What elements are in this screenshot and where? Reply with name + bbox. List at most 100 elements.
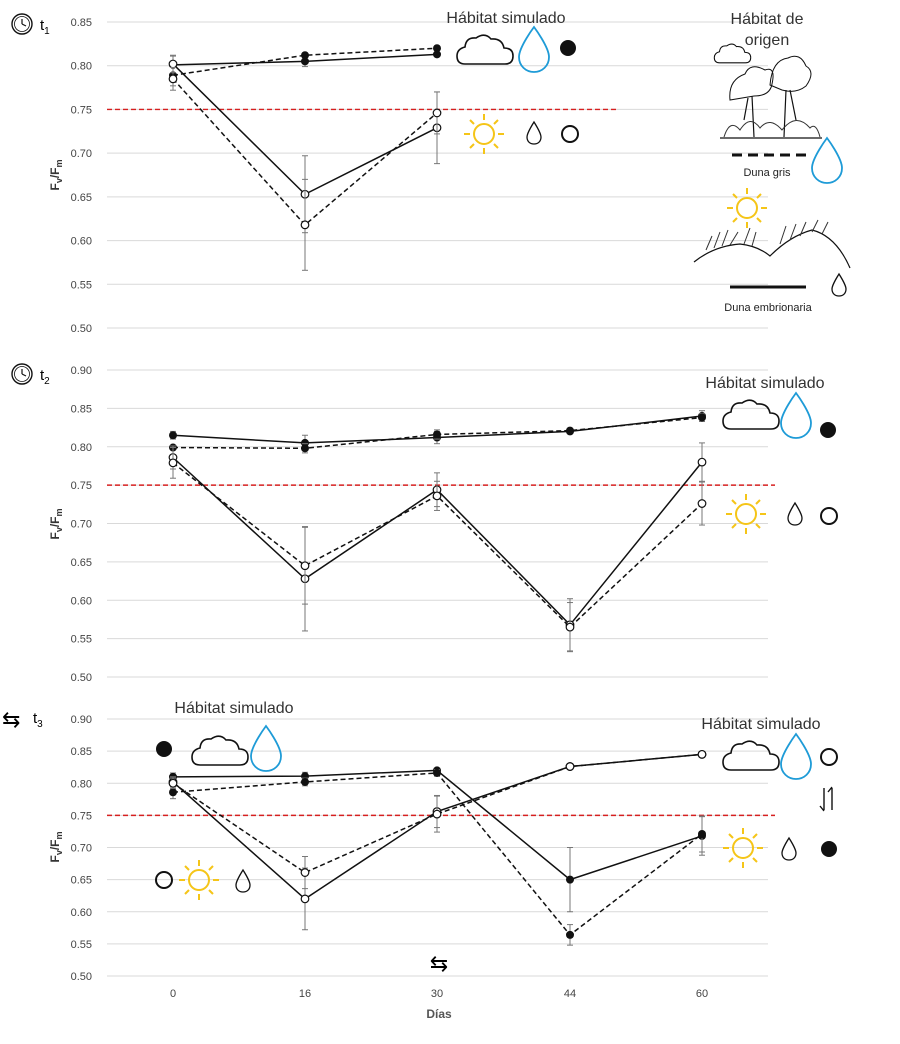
y-tick-label: 0.85: [71, 403, 92, 415]
cloud-icon: [722, 399, 780, 430]
cloud-icon: [722, 740, 780, 771]
series-line: [172, 753, 703, 874]
y-tick-label: 0.60: [71, 236, 92, 248]
small-drop-icon: [526, 121, 542, 145]
y-tick-label: 0.50: [71, 672, 92, 684]
data-point: [433, 430, 441, 439]
data-point: [432, 809, 442, 819]
x-tick-label: 0: [170, 988, 176, 1000]
water-drop-icon: [811, 137, 843, 184]
data-point: [698, 830, 706, 839]
series-line: [172, 47, 438, 77]
y-tick-label: 0.75: [71, 810, 92, 822]
simulated-habitat-label-left: Hábitat simulado: [174, 700, 293, 717]
embryo-dune-label: Duna embrionaria: [724, 302, 812, 314]
sun-icon: [726, 187, 768, 229]
data-point: [301, 777, 309, 786]
y-tick-label: 0.85: [71, 17, 92, 29]
data-point: [698, 413, 706, 422]
data-point: [169, 431, 177, 440]
small-drop-icon: [831, 273, 847, 297]
data-point: [168, 59, 178, 69]
data-point: [300, 220, 310, 230]
data-point: [169, 788, 177, 797]
simulated-habitat-label: Hábitat simulado: [446, 10, 565, 27]
cloud-icon: [191, 735, 249, 766]
swap-icon: ⇆: [430, 951, 448, 976]
simulated-habitat-label-right: Hábitat simulado: [701, 716, 820, 733]
data-point: [697, 749, 707, 759]
data-point: [433, 768, 441, 777]
open-circle-legend-icon: [561, 125, 579, 143]
filled-circle-legend-icon: [560, 40, 576, 56]
grey-dune-label: Duna gris: [743, 167, 791, 179]
y-axis-title: Fv/Fm: [48, 159, 64, 190]
y-axis-title: Fv/Fm: [48, 831, 64, 862]
y-tick-label: 0.80: [71, 778, 92, 790]
data-point: [300, 894, 310, 904]
clock-icon: [11, 363, 33, 385]
y-tick-label: 0.65: [71, 192, 92, 204]
water-drop-icon: [780, 733, 812, 780]
data-point: [432, 491, 442, 501]
data-point: [301, 444, 309, 453]
y-tick-label: 0.65: [71, 557, 92, 569]
open-circle-legend-icon: [820, 748, 838, 766]
y-tick-label: 0.70: [71, 843, 92, 855]
data-point: [566, 875, 574, 884]
embryo-dune-illustration: [693, 219, 851, 289]
x-tick-label: 44: [564, 988, 576, 1000]
y-tick-label: 0.90: [71, 365, 92, 377]
data-point: [697, 499, 707, 508]
y-axis-title: Fv/Fm: [48, 508, 64, 539]
open-circle-legend-icon: [820, 507, 838, 525]
panel-t3: 0.50 0.55 0.60 0.65 0.70 0.75 0.80 0.85 0.90 Fv/F…: [48, 714, 775, 1000]
filled-circle-legend-icon: [156, 741, 172, 757]
grey-dune-illustration: [720, 55, 822, 157]
y-tick-label: 0.60: [71, 907, 92, 919]
origin-habitat-title-line2: origen: [745, 32, 789, 49]
x-tick-label: 16: [299, 988, 311, 1000]
filled-circle-legend-icon: [820, 422, 836, 438]
y-tick-label: 0.80: [71, 442, 92, 454]
y-tick-label: 0.75: [71, 104, 92, 116]
data-point: [566, 930, 574, 939]
data-point: [565, 622, 575, 632]
origin-habitat-title: Hábitat de: [731, 11, 804, 28]
y-tick-label: 0.65: [71, 875, 92, 887]
data-point: [300, 868, 310, 877]
y-tick-label: 0.75: [71, 480, 92, 492]
data-point: [168, 458, 178, 468]
swap-icon: ⇆: [2, 707, 20, 732]
clock-icon: [11, 13, 33, 35]
y-tick-label: 0.70: [71, 148, 92, 160]
y-tick-label: 0.55: [71, 634, 92, 646]
cloud-icon: [456, 34, 514, 65]
panel-t1: 0.50 0.55 0.60 0.65 0.70 0.75 0.80 0.85 Fv/Fm: [48, 17, 768, 335]
y-tick-label: 0.80: [71, 61, 92, 73]
y-tick-label: 0.70: [71, 519, 92, 531]
water-drop-icon: [250, 725, 282, 772]
panel-label-t2: t2: [40, 367, 50, 387]
y-tick-label: 0.90: [71, 714, 92, 726]
x-tick-label: 30: [431, 988, 443, 1000]
up-down-swap-icon: [820, 787, 833, 811]
simulated-habitat-label: Hábitat simulado: [705, 375, 824, 392]
small-drop-icon: [235, 869, 251, 893]
filled-circle-legend-icon: [821, 841, 837, 857]
y-tick-label: 0.55: [71, 939, 92, 951]
panel-label-t1: t1: [40, 17, 50, 37]
data-point: [300, 561, 310, 571]
small-drop-icon: [787, 502, 803, 526]
y-tick-label: 0.85: [71, 746, 92, 758]
data-point: [301, 51, 309, 60]
x-tick-label: 60: [696, 988, 708, 1000]
panel-label-t3: t3: [33, 710, 43, 730]
y-tick-label: 0.55: [71, 279, 92, 291]
sun-icon: [463, 113, 505, 155]
open-circle-legend-icon: [155, 871, 173, 889]
data-point: [168, 74, 178, 84]
data-point: [566, 426, 574, 435]
data-point: [697, 457, 707, 467]
